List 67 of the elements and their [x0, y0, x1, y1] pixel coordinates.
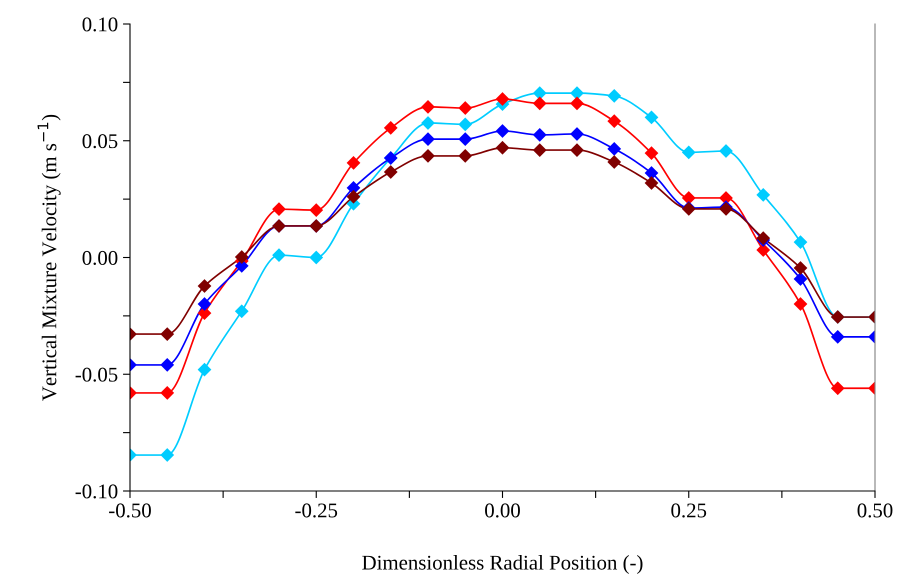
point [570, 86, 584, 100]
point [644, 110, 658, 124]
point [384, 165, 398, 179]
point [346, 190, 360, 204]
point [421, 132, 435, 146]
point [272, 202, 286, 216]
point [608, 155, 621, 169]
point [458, 101, 472, 115]
point [346, 156, 360, 170]
point [570, 127, 584, 141]
point [756, 243, 770, 257]
point [608, 142, 621, 156]
point [533, 86, 546, 100]
point [198, 297, 212, 311]
x-tick-label: -0.50 [109, 503, 151, 518]
y-axis-title: Vertical Mixture Velocity (m s$^{−1}$) [38, 114, 61, 401]
x-axis-title: Dimensionless Radial Position (-) [362, 555, 642, 574]
point [682, 191, 696, 205]
point [533, 96, 546, 110]
point [831, 382, 844, 395]
point [458, 149, 472, 163]
point [198, 362, 212, 376]
point [608, 114, 621, 128]
point [458, 132, 472, 146]
x-tick-label: 0.25 [671, 503, 706, 518]
point [794, 236, 808, 249]
point [421, 100, 435, 114]
point [682, 146, 696, 160]
point [831, 330, 844, 344]
point [756, 188, 770, 202]
point [570, 144, 584, 157]
y-tick-label: -0.10 [76, 484, 118, 499]
point [644, 166, 658, 180]
y-tick-label: -0.05 [76, 368, 118, 382]
point [384, 121, 398, 134]
y-tick-label: 0.00 [82, 250, 118, 266]
point [421, 149, 435, 163]
point [310, 204, 323, 217]
point [160, 386, 174, 400]
point [719, 144, 733, 158]
point [794, 261, 808, 275]
point [160, 328, 174, 341]
point [458, 118, 472, 131]
point [421, 116, 435, 130]
point [794, 272, 808, 286]
point [160, 448, 174, 462]
point [272, 248, 286, 262]
point [235, 250, 248, 264]
point [496, 92, 510, 106]
point [794, 297, 808, 311]
y-tick-label: 0.10 [82, 17, 118, 32]
point [533, 144, 546, 157]
y-tick-label: 0.05 [82, 134, 118, 148]
point [235, 304, 248, 318]
x-tick-label: 0.00 [485, 503, 520, 518]
point [570, 96, 584, 110]
point [608, 89, 621, 103]
point [533, 128, 546, 142]
point [644, 146, 658, 160]
point [644, 176, 658, 190]
x-tick-label: 0.50 [858, 503, 892, 518]
point [160, 358, 174, 372]
point [198, 279, 212, 293]
x-tick-label: -0.25 [295, 503, 338, 518]
point [496, 141, 510, 154]
point [496, 124, 510, 138]
point [310, 250, 323, 264]
